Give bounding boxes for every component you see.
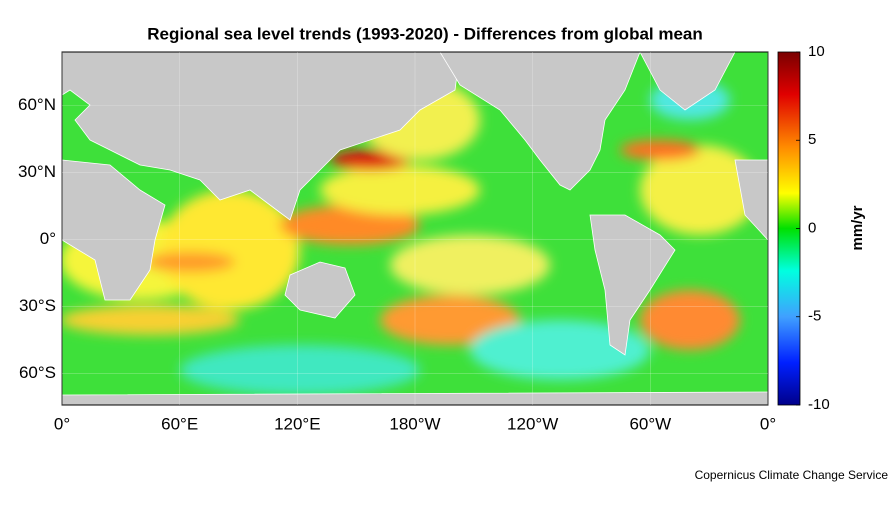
- x-tick-label: 60°E: [161, 414, 198, 433]
- map-area: [62, 52, 768, 405]
- colorbar-label: mm/yr: [849, 205, 866, 250]
- x-tick-label: 60°W: [629, 414, 671, 433]
- y-tick-label: 60°N: [18, 95, 56, 114]
- map-frame: [61, 51, 769, 406]
- y-tick-label: 60°S: [19, 363, 56, 382]
- colorbar-tick-label: 10: [808, 43, 825, 60]
- title: Regional sea level trends (1993-2020) - …: [147, 24, 703, 43]
- x-tick-label: 0°: [54, 414, 70, 433]
- y-tick-label: 30°S: [19, 296, 56, 315]
- colorbar-tick-label: -5: [808, 308, 821, 325]
- x-tick-label: 180°W: [389, 414, 440, 433]
- x-tick-label: 120°E: [274, 414, 321, 433]
- y-tick-label: 30°N: [18, 162, 56, 181]
- colorbar-tick-label: -10: [808, 396, 830, 413]
- y-tick-label: 0°: [40, 229, 56, 248]
- x-tick-label: 0°: [760, 414, 776, 433]
- credit: Copernicus Climate Change Service: [695, 468, 889, 482]
- x-tick-label: 120°W: [507, 414, 558, 433]
- land: [62, 52, 768, 405]
- colorbar-tick-label: 0: [808, 219, 816, 236]
- colorbar-tick-label: 5: [808, 131, 816, 148]
